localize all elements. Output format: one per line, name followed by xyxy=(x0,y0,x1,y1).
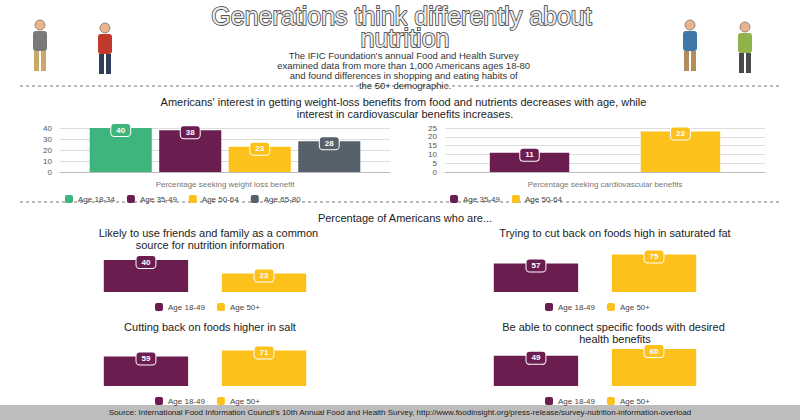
svg-text:Percentage seeking cardiovascu: Percentage seeking cardiovascular benefi… xyxy=(528,180,683,189)
svg-text:15: 15 xyxy=(428,141,437,150)
svg-text:5: 5 xyxy=(433,159,438,168)
svg-text:Generations think differently: Generations think differently about xyxy=(211,2,599,30)
svg-text:57: 57 xyxy=(532,261,541,270)
svg-text:23: 23 xyxy=(260,271,269,280)
svg-text:Age 18-34: Age 18-34 xyxy=(78,195,115,204)
svg-text:source for nutrition informati: source for nutrition information xyxy=(136,239,285,251)
svg-text:and found differences in shopp: and found differences in shopping and ea… xyxy=(289,69,521,81)
svg-text:Age 50-64: Age 50-64 xyxy=(202,195,239,204)
svg-text:0: 0 xyxy=(48,168,53,177)
svg-text:11: 11 xyxy=(525,150,534,159)
svg-text:Age 35-49: Age 35-49 xyxy=(140,195,177,204)
svg-text:25: 25 xyxy=(428,124,437,133)
svg-text:49: 49 xyxy=(532,353,541,362)
svg-text:71: 71 xyxy=(260,348,269,357)
svg-text:Age 35-49: Age 35-49 xyxy=(463,195,500,204)
svg-text:interest in cardiovascular ben: interest in cardiovascular benefits incr… xyxy=(297,108,513,120)
svg-text:The IFIC Foundation's annual F: The IFIC Foundation's annual Food and He… xyxy=(288,49,522,61)
svg-text:Age 18-49: Age 18-49 xyxy=(558,397,595,406)
svg-text:examined data from more than 1: examined data from more than 1,000 Ameri… xyxy=(277,59,533,71)
svg-text:Age 18-49: Age 18-49 xyxy=(558,303,595,312)
svg-text:Cutting back on foods higher i: Cutting back on foods higher in salt xyxy=(124,321,296,333)
svg-text:10: 10 xyxy=(428,150,437,159)
svg-text:Age 18-49: Age 18-49 xyxy=(168,397,205,406)
svg-text:20: 20 xyxy=(428,132,437,141)
svg-text:40: 40 xyxy=(142,258,151,267)
svg-text:30: 30 xyxy=(43,135,52,144)
svg-text:Likely to use friends and fami: Likely to use friends and family as a co… xyxy=(99,227,322,239)
svg-text:23: 23 xyxy=(255,144,264,153)
svg-text:20: 20 xyxy=(43,146,52,155)
svg-text:38: 38 xyxy=(186,128,195,137)
svg-text:Age 18-49: Age 18-49 xyxy=(168,303,205,312)
svg-text:59: 59 xyxy=(142,354,151,363)
svg-text:Trying to cut back on foods hi: Trying to cut back on foods high in satu… xyxy=(499,227,730,239)
svg-text:Age 50+: Age 50+ xyxy=(620,397,650,406)
svg-text:the 50+ demographic.: the 50+ demographic. xyxy=(359,80,451,91)
svg-text:0: 0 xyxy=(433,168,438,177)
svg-text:Age 50+: Age 50+ xyxy=(230,397,260,406)
svg-text:nutrition: nutrition xyxy=(361,24,450,52)
svg-text:Americans' interest in getting: Americans' interest in getting weight-lo… xyxy=(161,96,650,108)
svg-text:Be able to connect specific fo: Be able to connect specific foods with d… xyxy=(502,321,728,333)
svg-text:Percentage of Americans who ar: Percentage of Americans who are... xyxy=(318,212,492,224)
svg-text:60: 60 xyxy=(650,347,659,356)
svg-text:health benefits: health benefits xyxy=(579,333,651,345)
svg-text:10: 10 xyxy=(43,157,52,166)
svg-text:75: 75 xyxy=(650,252,659,261)
svg-text:28: 28 xyxy=(325,139,334,148)
svg-text:Age 50+: Age 50+ xyxy=(620,303,650,312)
svg-text:40: 40 xyxy=(43,124,52,133)
svg-text:Age 50-64: Age 50-64 xyxy=(525,195,562,204)
svg-text:40: 40 xyxy=(116,126,125,135)
svg-text:Age 50+: Age 50+ xyxy=(230,303,260,312)
svg-text:Source: International Food Inf: Source: International Food Information C… xyxy=(109,408,692,417)
svg-text:Age 65-80: Age 65-80 xyxy=(264,195,301,204)
svg-text:Percentage seeking weight loss: Percentage seeking weight loss benefit xyxy=(156,180,296,189)
svg-text:23: 23 xyxy=(676,129,685,138)
